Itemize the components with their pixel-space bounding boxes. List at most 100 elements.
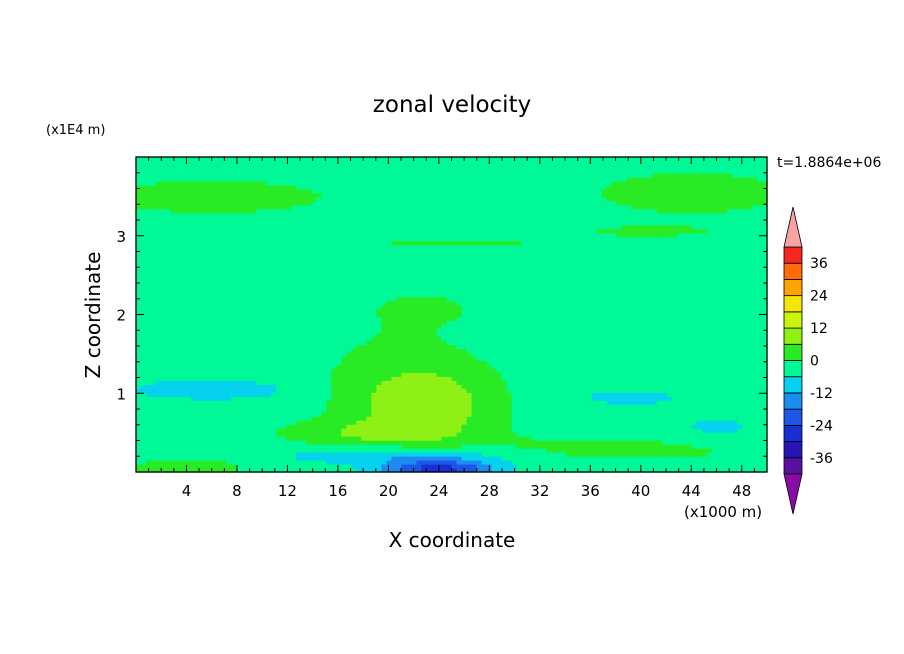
field-cell [336,256,342,262]
field-cell [226,388,232,393]
field-cell [366,420,372,425]
field-cell [186,468,192,473]
field-cell [341,416,347,421]
field-cell [221,260,227,266]
field-cell [386,292,393,298]
field-cell [196,436,202,441]
field-cell [136,356,142,361]
field-cell [301,428,307,433]
field-cell [291,344,297,349]
field-cell [361,400,367,405]
field-cell [141,196,147,202]
field-cell [191,240,197,246]
field-cell [201,157,207,162]
field-cell [286,204,292,210]
field-cell [251,332,257,338]
field-cell [326,208,332,214]
field-cell [136,316,142,322]
field-cell [451,416,458,421]
field-cell [221,236,227,242]
field-cell [246,248,252,254]
field-cell [431,384,438,389]
field-cell [291,220,297,226]
field-cell [201,460,207,465]
field-cell [341,157,347,162]
field-cell [406,196,413,202]
field-cell [271,460,277,465]
field-cell [316,176,322,182]
field-cell [326,268,332,274]
field-cell [176,196,182,202]
field-cell [156,232,162,238]
field-cell [226,452,232,457]
field-cell [161,176,167,182]
field-cell [141,348,147,353]
field-cell [171,456,177,461]
field-cell [171,420,177,425]
field-cell [316,268,322,274]
field-cell [241,452,247,457]
field-cell [296,216,302,222]
field-cell [346,428,352,433]
field-cell [261,292,267,298]
field-cell [381,432,387,437]
field-cell [436,248,443,254]
field-cell [341,164,347,170]
field-cell [251,248,257,254]
field-cell [386,300,393,306]
field-cell [276,440,282,445]
field-cell [366,336,372,342]
field-cell [311,216,317,222]
field-cell [231,288,237,294]
field-cell [421,460,428,465]
field-cell [186,448,192,453]
field-cell [226,336,232,342]
field-cell [216,172,222,178]
field-cell [346,288,352,294]
field-cell [196,464,202,469]
field-cell [141,380,147,385]
field-cell [291,168,297,174]
field-cell [411,408,418,413]
field-cell [321,176,327,182]
field-cell [241,348,247,353]
field-cell [161,412,167,417]
field-cell [406,460,413,465]
field-cell [306,280,312,286]
field-cell [186,224,192,230]
field-cell [326,468,332,473]
field-cell [281,256,287,262]
field-cell [376,368,382,373]
field-cell [251,452,257,457]
field-cell [211,228,217,234]
field-cell [306,300,312,306]
field-cell [351,224,357,230]
field-cell [381,408,387,413]
field-cell [241,216,247,222]
field-cell [376,332,382,338]
field-cell [266,176,272,182]
field-cell [341,252,347,258]
field-cell [191,424,197,429]
field-cell [426,348,433,353]
field-cell [226,404,232,409]
field-cell [331,200,337,206]
field-cell [336,260,342,266]
field-cell [226,316,232,322]
field-cell [376,168,382,174]
field-cell [371,204,377,210]
field-cell [201,164,207,170]
field-cell [431,380,438,385]
field-cell [361,188,367,194]
field-cell [251,304,257,310]
field-cell [221,176,227,182]
field-cell [206,436,212,441]
field-cell [216,304,222,310]
field-cell [411,440,418,445]
field-cell [166,380,172,385]
field-cell [436,288,443,294]
field-cell [401,344,408,349]
field-cell [166,196,172,202]
field-cell [161,224,167,230]
field-cell [401,252,408,258]
